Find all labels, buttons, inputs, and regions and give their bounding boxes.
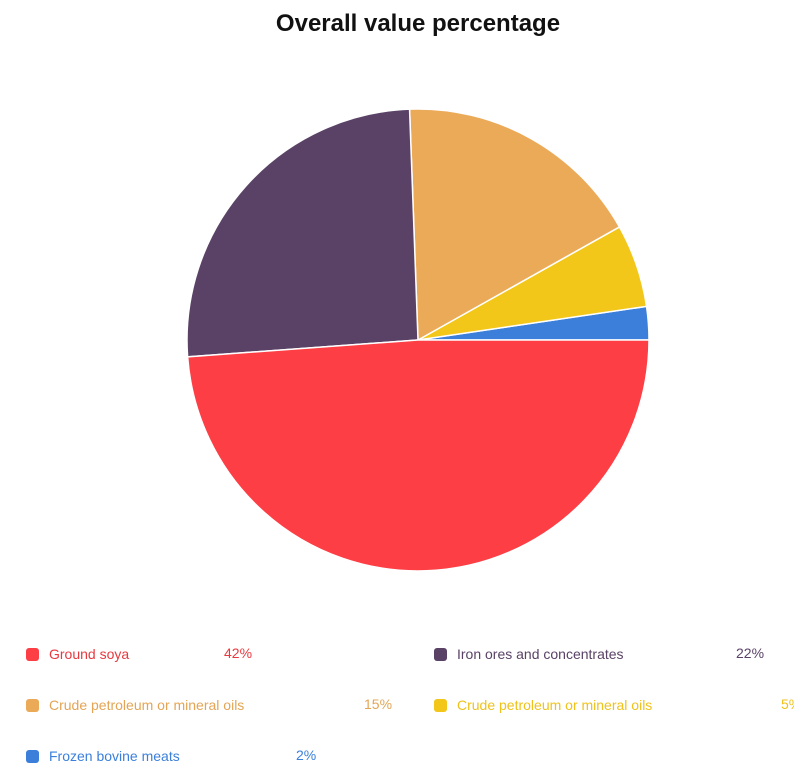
pie-slice-crude-petroleum-15[interactable] bbox=[408, 108, 621, 342]
legend-swatch bbox=[26, 647, 39, 661]
legend-swatch bbox=[434, 647, 447, 661]
pie-chart bbox=[186, 108, 650, 572]
legend-item-iron-ores[interactable]: Iron ores and concentrates bbox=[434, 644, 624, 664]
pie-slice-ground-soya[interactable] bbox=[186, 339, 650, 572]
legend-item-frozen-bovine-meats[interactable]: Frozen bovine meats bbox=[26, 746, 180, 766]
legend-value-crude-petroleum-15: 15% bbox=[364, 696, 393, 712]
legend-label: Iron ores and concentrates bbox=[457, 646, 624, 662]
legend-label: Crude petroleum or mineral oils bbox=[457, 697, 653, 713]
legend-swatch bbox=[434, 698, 447, 712]
legend-label: Ground soya bbox=[49, 646, 130, 662]
legend-item-crude-petroleum-15[interactable]: Crude petroleum or mineral oils bbox=[26, 695, 244, 715]
chart-title: Overall value percentage bbox=[275, 10, 561, 37]
legend-value-ground-soya: 42% bbox=[224, 645, 253, 661]
legend-swatch bbox=[26, 749, 39, 763]
legend-swatch bbox=[26, 698, 39, 712]
legend-value-iron-ores: 22% bbox=[736, 645, 765, 661]
legend-value-frozen-bovine-meats: 2% bbox=[296, 747, 317, 763]
legend-label: Frozen bovine meats bbox=[49, 748, 180, 764]
legend-item-crude-petroleum-5[interactable]: Crude petroleum or mineral oils bbox=[434, 695, 652, 715]
legend-label: Crude petroleum or mineral oils bbox=[49, 697, 245, 713]
pie-slice-iron-ores[interactable] bbox=[186, 108, 419, 358]
legend-item-ground-soya[interactable]: Ground soya bbox=[26, 644, 129, 664]
legend-value-crude-petroleum-5: 5% bbox=[781, 696, 794, 712]
